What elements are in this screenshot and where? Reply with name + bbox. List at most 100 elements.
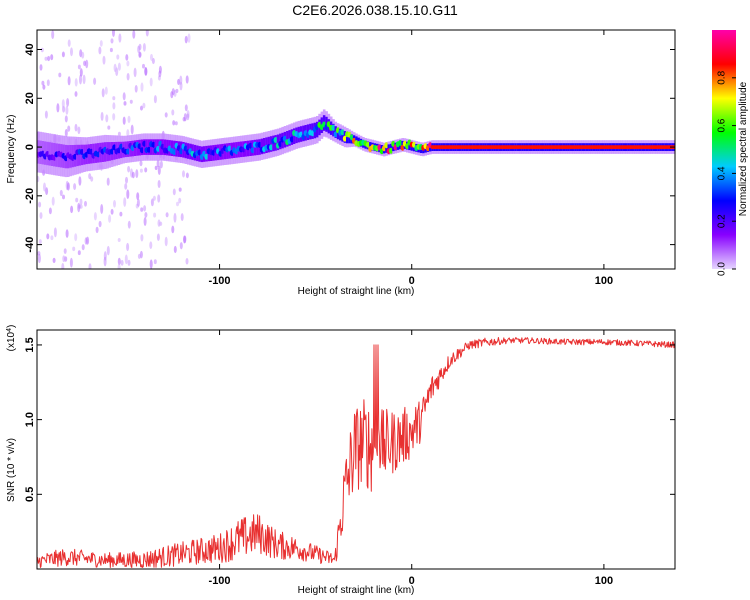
y-tick-label: 0.5 [24,487,36,502]
colorbar-gradient [712,30,736,269]
spectrogram-y-axis-label: Frequency (Hz) [6,115,17,184]
spectrogram-cell [102,55,106,65]
spectrogram-cell [117,62,121,71]
colorbar-tick-label: 0.2 [717,214,728,228]
spectrogram-frame [36,29,676,270]
spectrogram-cell [173,140,176,157]
spectrogram-cell [179,242,183,250]
spectrogram-cell [107,125,111,130]
spectrogram-cell [43,182,46,192]
spectrogram-cell [341,129,344,142]
snr-y-axis-label: SNR (10 * v/v) [6,438,17,502]
spectrogram-cell [65,105,69,115]
spectrogram-cell [142,43,146,52]
spectrogram-cell [117,131,121,137]
spectrogram-cell [105,114,109,123]
spectrogram-cell [65,229,69,238]
colorbar-ticks: 0.0 0.2 0.4 0.6 0.8 [717,70,736,276]
spectrogram-cell [112,102,116,110]
spectrogram-cell [180,213,184,222]
spectrogram-cell [129,99,133,104]
x-tick-label: -100 [209,575,231,587]
spectrogram-cell [61,99,65,109]
y-tick-label: 1.5 [24,337,36,352]
spectrogram-cell [173,245,177,254]
spectrogram-cell [122,92,126,101]
spectrogram-cell [53,227,57,238]
spectrogram-y-ticks: 40 20 0 -20 -40 [24,43,675,253]
snr-frame [36,329,676,570]
spectrogram-cell [110,208,114,215]
colorbar-tick-label: 0.8 [717,70,728,84]
spectrogram-cell [38,239,42,245]
spectrogram-cell [157,194,161,203]
spectrogram-cell [98,46,102,55]
spectrogram-cell [37,175,40,183]
x-tick-label: 100 [595,275,613,287]
spectrogram-cell [158,65,162,74]
spectrogram-cell [165,212,169,218]
spectrogram-cell [79,198,83,206]
spectrogram-cell [100,111,104,121]
spectrogram-cell [336,127,340,140]
spectrogram-cell [51,30,55,40]
y-tick-label: -20 [24,188,36,204]
spectrogram-cell [159,139,162,155]
spectrogram-cell [126,60,130,67]
spectrogram-cell [37,253,41,264]
spectrogram-cell [187,33,191,43]
spectrogram-cell [113,63,117,73]
spectrogram-cell [106,177,110,186]
spectrogram-cell [170,91,174,99]
spectrogram-cell [70,47,73,57]
spectrogram-cell [166,139,169,156]
snr-panel: -100 0 100 0.5 1.0 1.5 Height of straight li… [6,325,676,596]
spectrogram-cell [70,205,74,214]
spectrogram-cell [78,144,82,166]
spectrogram-cell [172,120,176,126]
spectrogram-cell [150,53,153,61]
spectrogram-cell [67,76,71,86]
spectrogram-cell [113,142,116,160]
spectrogram-cell [179,75,183,85]
spectrogram-cell [52,257,56,264]
spectrogram-cell [108,214,112,223]
spectrogram-cell [140,207,144,212]
snr-x-axis-label: Height of straight line (km) [298,585,415,596]
spectrogram-cell [149,241,153,249]
spectrogram-cell [39,212,43,220]
spectrogram-cell [69,257,73,268]
y-tick-label: -40 [24,237,36,253]
spectrogram-cell [140,105,143,111]
spectrogram-cell [39,64,43,71]
spectrogram-panel: -100 0 100 40 20 0 -20 -40 Height of straight … [6,29,676,297]
spectrogram-cell [302,125,305,142]
spectrogram-cell [86,236,90,245]
spectrogram-cell [98,220,102,228]
spectrogram-cell [153,259,157,265]
spectrogram-cell [73,183,77,191]
spectrogram-cell [110,38,114,44]
x-tick-label: 0 [409,575,415,587]
colorbar-label: Normalized spectral amplitude [738,81,749,216]
spectrogram-cell [263,138,266,154]
spectrogram-cell [117,263,121,269]
spectrogram-cell [136,140,139,156]
spectrogram-cell [154,139,158,155]
spectrogram-cell [125,176,128,184]
spectrogram-cell [62,255,66,263]
spectrogram-cell [120,141,123,159]
spectrogram-cell [56,103,60,113]
y-tick-label: 0 [24,144,36,150]
spectrogram-cell [185,172,189,179]
spectrogram-cell [172,188,176,196]
spectrogram-cell [205,145,208,162]
spectrogram-cell [276,134,280,151]
snr-series-line [37,337,675,568]
spectrogram-cell [40,47,44,53]
spectrogram-cell [135,169,139,179]
spectrogram-cell [67,39,71,47]
spectrogram-cell [113,199,116,208]
spectrogram-cell [182,170,185,178]
snr-x-ticks: -100 0 100 [209,330,613,587]
